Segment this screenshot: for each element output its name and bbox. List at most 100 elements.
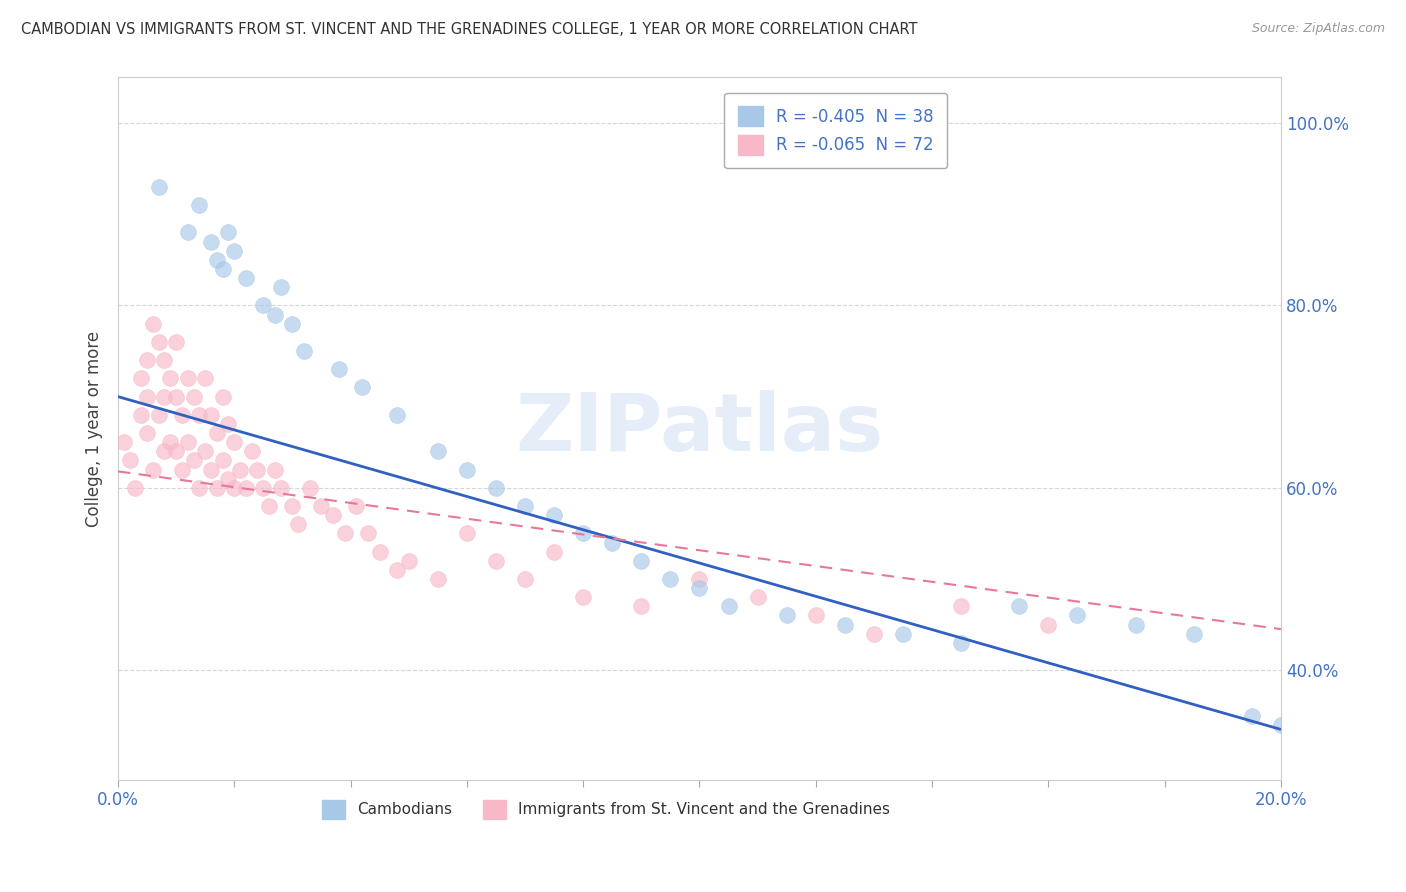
Point — [257, 499, 280, 513]
Point — [368, 544, 391, 558]
Point — [385, 563, 408, 577]
Point — [688, 581, 710, 595]
Point — [136, 426, 159, 441]
Point — [188, 481, 211, 495]
Point — [891, 626, 914, 640]
Text: Source: ZipAtlas.com: Source: ZipAtlas.com — [1251, 22, 1385, 36]
Point — [426, 444, 449, 458]
Point — [543, 508, 565, 523]
Point — [1240, 708, 1263, 723]
Point — [252, 298, 274, 312]
Point — [129, 371, 152, 385]
Point — [264, 462, 287, 476]
Point — [344, 499, 367, 513]
Point — [246, 462, 269, 476]
Point — [485, 554, 508, 568]
Point — [183, 390, 205, 404]
Point — [165, 444, 187, 458]
Point — [136, 353, 159, 368]
Point — [281, 499, 304, 513]
Point — [630, 554, 652, 568]
Point — [456, 462, 478, 476]
Point — [950, 599, 973, 614]
Point — [136, 390, 159, 404]
Point — [165, 334, 187, 349]
Point — [352, 380, 374, 394]
Point — [322, 508, 344, 523]
Point — [513, 572, 536, 586]
Point — [194, 444, 217, 458]
Point — [183, 453, 205, 467]
Point — [188, 408, 211, 422]
Point — [176, 435, 198, 450]
Point — [776, 608, 799, 623]
Point — [142, 462, 165, 476]
Point — [200, 462, 222, 476]
Point — [572, 591, 595, 605]
Point — [112, 435, 135, 450]
Point — [159, 371, 181, 385]
Point — [572, 526, 595, 541]
Point — [229, 462, 252, 476]
Point — [153, 390, 176, 404]
Point — [211, 262, 233, 277]
Point — [950, 636, 973, 650]
Point — [217, 417, 239, 431]
Point — [153, 353, 176, 368]
Point — [834, 617, 856, 632]
Point — [224, 244, 246, 258]
Point — [385, 408, 408, 422]
Point — [600, 535, 623, 549]
Point — [1182, 626, 1205, 640]
Point — [148, 334, 170, 349]
Point — [235, 271, 257, 285]
Point — [264, 308, 287, 322]
Point — [298, 481, 321, 495]
Point — [159, 435, 181, 450]
Legend: Cambodians, Immigrants from St. Vincent and the Grenadines: Cambodians, Immigrants from St. Vincent … — [316, 794, 897, 824]
Point — [148, 408, 170, 422]
Point — [398, 554, 420, 568]
Y-axis label: College, 1 year or more: College, 1 year or more — [86, 330, 103, 526]
Point — [217, 226, 239, 240]
Point — [124, 481, 146, 495]
Point — [200, 235, 222, 249]
Point — [804, 608, 827, 623]
Point — [153, 444, 176, 458]
Point — [659, 572, 682, 586]
Point — [170, 462, 193, 476]
Point — [165, 390, 187, 404]
Point — [148, 179, 170, 194]
Point — [176, 371, 198, 385]
Point — [1270, 718, 1292, 732]
Point — [311, 499, 333, 513]
Point — [1038, 617, 1060, 632]
Point — [281, 317, 304, 331]
Point — [217, 472, 239, 486]
Point — [252, 481, 274, 495]
Point — [235, 481, 257, 495]
Point — [224, 481, 246, 495]
Point — [328, 362, 350, 376]
Point — [129, 408, 152, 422]
Point — [357, 526, 380, 541]
Point — [747, 591, 769, 605]
Point — [142, 317, 165, 331]
Point — [211, 390, 233, 404]
Point — [240, 444, 263, 458]
Point — [118, 453, 141, 467]
Point — [188, 198, 211, 212]
Point — [717, 599, 740, 614]
Point — [456, 526, 478, 541]
Point — [176, 226, 198, 240]
Point — [194, 371, 217, 385]
Point — [543, 544, 565, 558]
Point — [270, 280, 292, 294]
Point — [1125, 617, 1147, 632]
Point — [205, 481, 228, 495]
Point — [211, 453, 233, 467]
Point — [205, 252, 228, 267]
Text: ZIPatlas: ZIPatlas — [516, 390, 883, 467]
Text: CAMBODIAN VS IMMIGRANTS FROM ST. VINCENT AND THE GRENADINES COLLEGE, 1 YEAR OR M: CAMBODIAN VS IMMIGRANTS FROM ST. VINCENT… — [21, 22, 918, 37]
Point — [1066, 608, 1088, 623]
